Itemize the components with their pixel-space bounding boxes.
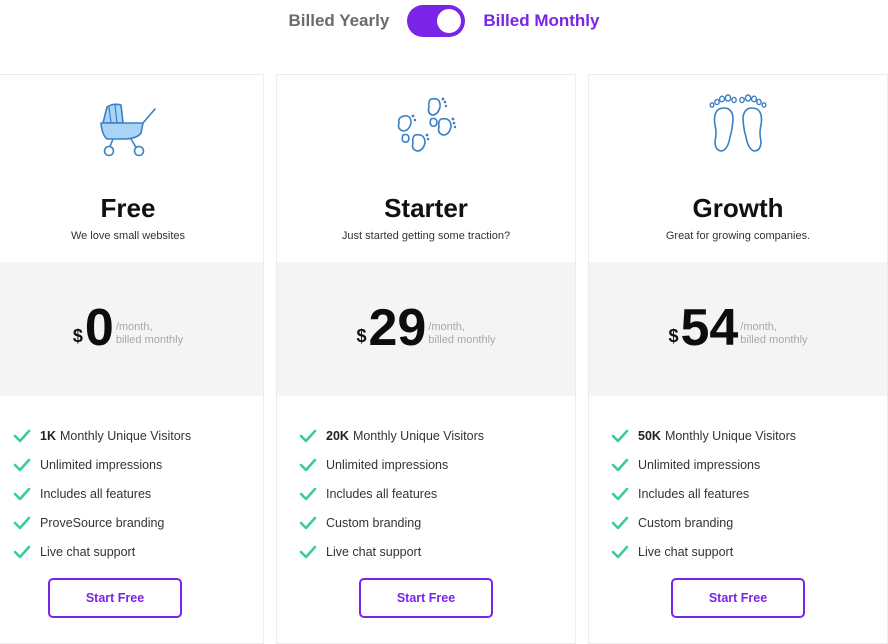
check-icon xyxy=(299,458,317,471)
check-icon xyxy=(299,545,317,558)
feature-text: Live chat support xyxy=(40,544,136,559)
feature-item: Live chat support xyxy=(611,537,877,566)
feature-text: Unlimited impressions xyxy=(638,457,761,472)
plan-name: Growth xyxy=(692,193,784,223)
feature-item: Unlimited impressions xyxy=(13,450,253,479)
feature-list: 20K Monthly Unique Visitors Unlimited imp… xyxy=(299,421,565,566)
feature-text: Live chat support xyxy=(326,544,422,559)
feature-item: Live chat support xyxy=(13,537,253,566)
check-icon xyxy=(299,516,317,529)
check-icon xyxy=(13,458,31,471)
feature-highlight: 20K xyxy=(326,428,349,443)
pricing-card-starter: Starter Just started getting some tracti… xyxy=(276,74,576,644)
plan-tagline: Great for growing companies. xyxy=(665,230,811,242)
feature-item: 20K Monthly Unique Visitors xyxy=(299,421,565,450)
feature-item: Unlimited impressions xyxy=(299,450,565,479)
price-band: $ 54 /month, billed monthly xyxy=(589,262,887,396)
billed-monthly-label[interactable]: Billed Monthly xyxy=(483,11,600,30)
price-currency: $ xyxy=(356,326,367,346)
feature-item: 1K Monthly Unique Visitors xyxy=(13,421,253,450)
price-period-line1: /month, xyxy=(428,321,465,333)
check-icon xyxy=(611,487,629,500)
feature-item: ProveSource branding xyxy=(13,508,253,537)
price-period-line2: billed monthly xyxy=(428,334,496,346)
price-period: /month, billed monthly xyxy=(428,321,495,347)
feature-item: Custom branding xyxy=(611,508,877,537)
price-period-line1: /month, xyxy=(740,321,777,333)
feature-text: Custom branding xyxy=(326,515,422,530)
pricing-card-growth: Growth Great for growing companies. $ 54… xyxy=(588,74,888,644)
feature-list: 1K Monthly Unique Visitors Unlimited impr… xyxy=(13,421,253,566)
price-amount: 0 xyxy=(84,299,114,357)
plan-name: Starter xyxy=(384,193,468,223)
feature-text: Custom branding xyxy=(638,515,734,530)
price-currency: $ xyxy=(668,326,679,346)
feature-item: Unlimited impressions xyxy=(611,450,877,479)
check-icon xyxy=(13,545,31,558)
pricing-card-free: Free We love small websites $ 0 /month, … xyxy=(0,74,264,644)
feature-item: 50K Monthly Unique Visitors xyxy=(611,421,877,450)
feature-text: Unlimited impressions xyxy=(40,457,163,472)
feature-text: Includes all features xyxy=(40,486,152,501)
feature-text: Monthly Unique Visitors xyxy=(352,428,485,443)
toggle-knob xyxy=(437,9,462,33)
price: $ 29 /month, billed monthly xyxy=(277,299,575,357)
check-icon xyxy=(13,516,31,529)
check-icon xyxy=(611,458,629,471)
feature-text: Monthly Unique Visitors xyxy=(664,428,797,443)
feature-text: Unlimited impressions xyxy=(326,457,449,472)
price-period-line1: /month, xyxy=(115,321,153,333)
price-band: $ 29 /month, billed monthly xyxy=(277,262,575,396)
price-period-line2: billed monthly xyxy=(115,334,184,346)
price-amount: 29 xyxy=(368,299,427,357)
feature-item: Live chat support xyxy=(299,537,565,566)
feature-text: Includes all features xyxy=(326,486,438,501)
feature-item: Includes all features xyxy=(299,479,565,508)
check-icon xyxy=(611,429,629,442)
start-free-button[interactable]: Start Free xyxy=(671,578,805,618)
start-free-button[interactable]: Start Free xyxy=(359,578,493,618)
feature-text: Live chat support xyxy=(638,544,734,559)
price-period-line2: billed monthly xyxy=(740,334,808,346)
feature-highlight: 1K xyxy=(40,428,56,443)
feature-highlight: 50K xyxy=(638,428,661,443)
feature-item: Includes all features xyxy=(13,479,253,508)
price-period: /month, billed monthly xyxy=(740,321,807,347)
price-band: $ 0 /month, billed monthly xyxy=(0,262,263,396)
price-currency: $ xyxy=(72,326,83,346)
check-icon xyxy=(13,429,31,442)
plan-name: Free xyxy=(100,193,156,223)
footprints-icon xyxy=(589,93,887,161)
billed-yearly-label[interactable]: Billed Yearly xyxy=(288,11,390,30)
price-amount: 54 xyxy=(680,299,739,357)
billing-period-toggle[interactable] xyxy=(407,5,466,37)
check-icon xyxy=(299,487,317,500)
price: $ 54 /month, billed monthly xyxy=(589,299,887,357)
price: $ 0 /month, billed monthly xyxy=(0,299,263,357)
check-icon xyxy=(611,545,629,558)
plan-tagline: Just started getting some traction? xyxy=(341,230,511,242)
price-period: /month, billed monthly xyxy=(116,321,183,347)
feature-item: Includes all features xyxy=(611,479,877,508)
feature-item: Custom branding xyxy=(299,508,565,537)
feature-list: 50K Monthly Unique Visitors Unlimited imp… xyxy=(611,421,877,566)
check-icon xyxy=(299,429,317,442)
check-icon xyxy=(13,487,31,500)
feature-text: ProveSource branding xyxy=(40,515,165,530)
baby-footprints-icon xyxy=(277,93,575,161)
baby-stroller-icon xyxy=(0,93,263,161)
feature-text: Monthly Unique Visitors xyxy=(59,428,192,443)
plan-tagline: We love small websites xyxy=(70,230,186,242)
start-free-button[interactable]: Start Free xyxy=(48,578,182,618)
billing-toggle-row: Billed Yearly Billed Monthly xyxy=(0,4,888,38)
feature-text: Includes all features xyxy=(638,486,750,501)
check-icon xyxy=(611,516,629,529)
